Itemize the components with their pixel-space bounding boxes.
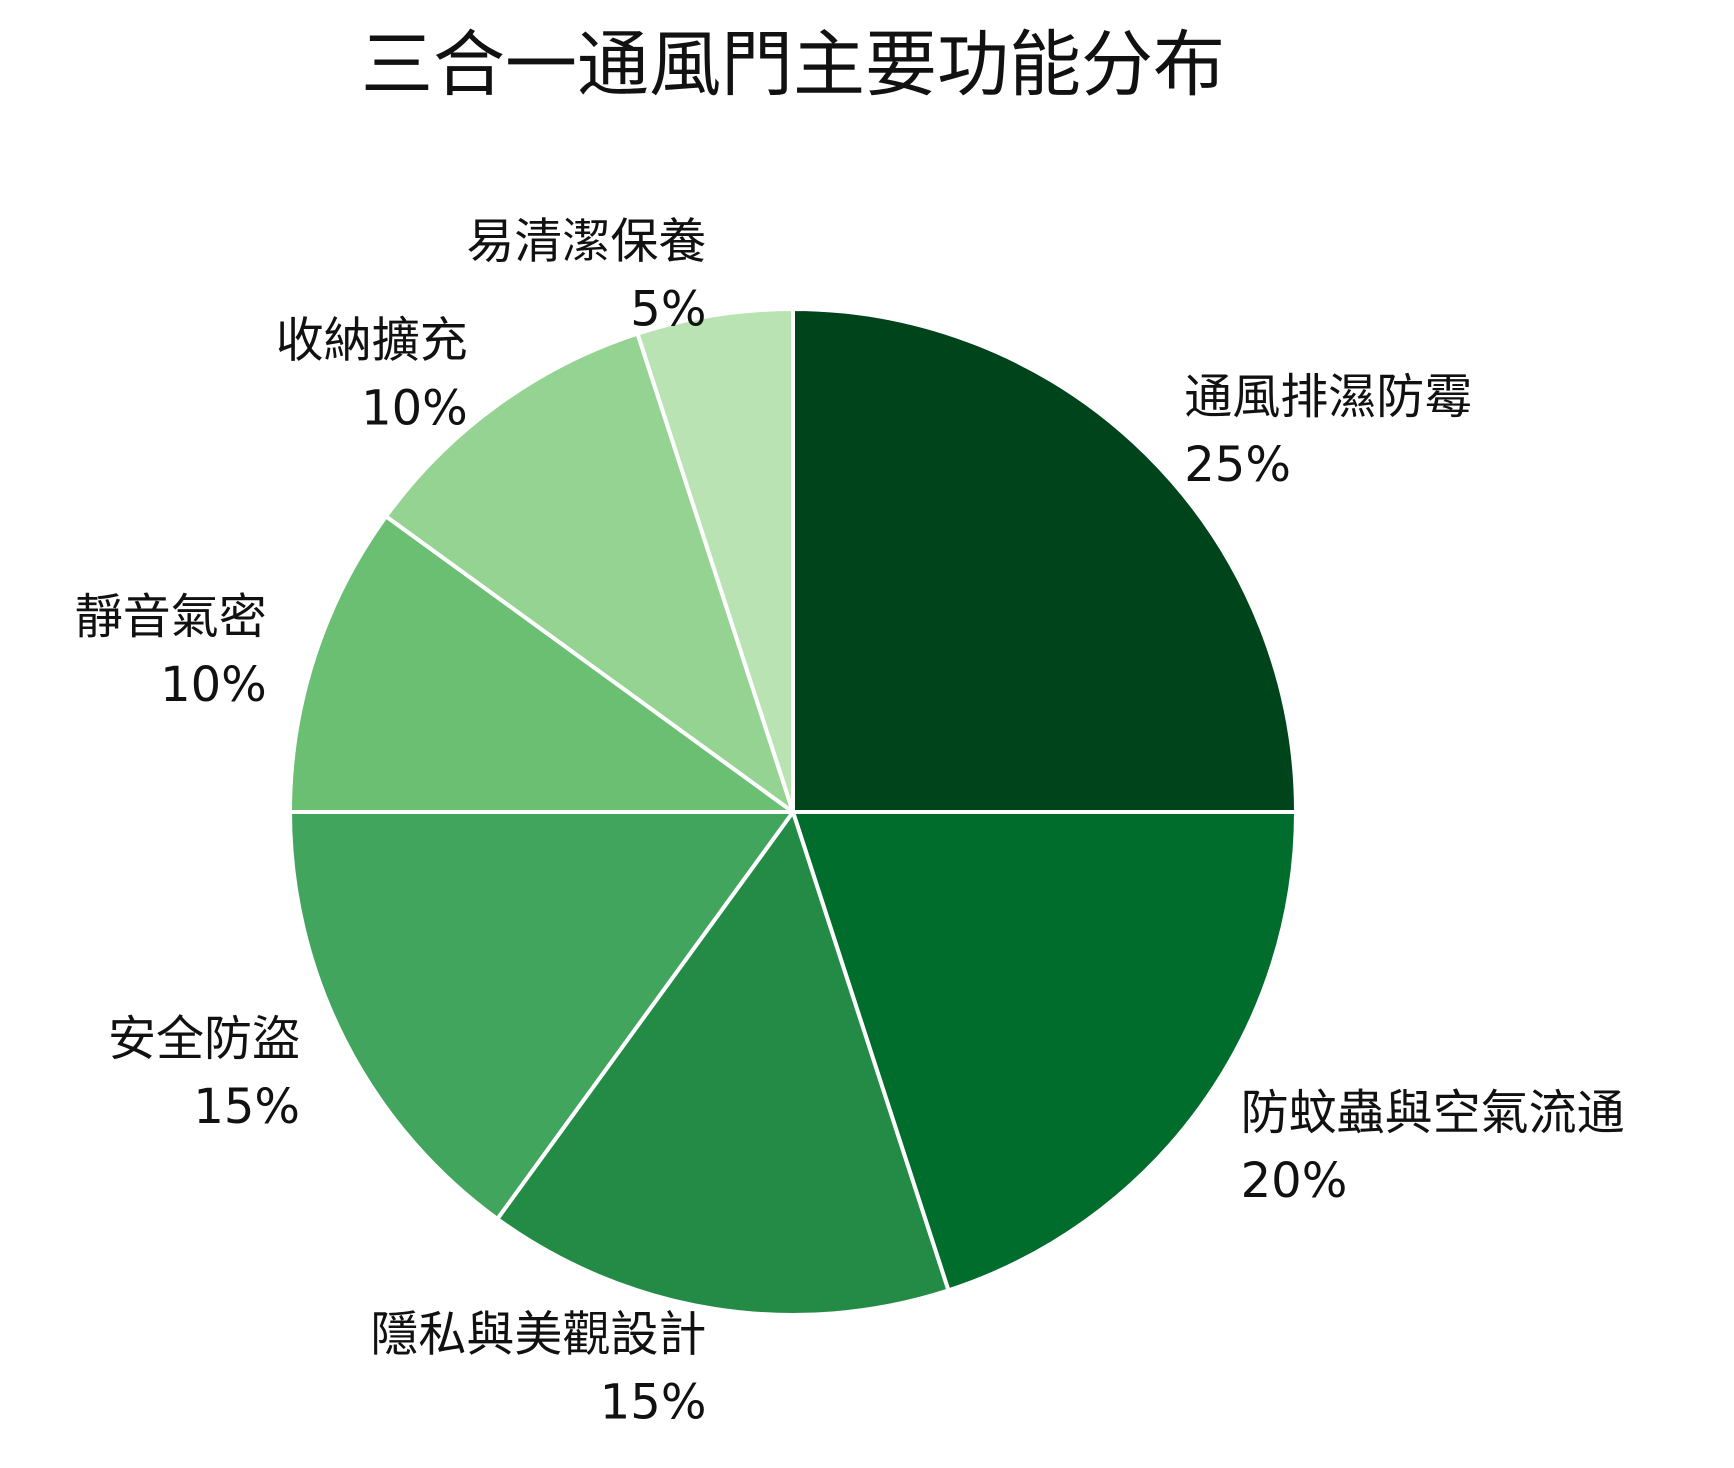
slice-label: 安全防盜 15% (108, 1011, 300, 1135)
slice-percent: 15% (193, 1079, 300, 1135)
slice-percent: 25% (1184, 437, 1291, 493)
pie-slice (384, 331, 795, 814)
pie-slice (288, 514, 795, 814)
slice-label: 通風排濕防霉 25% (1184, 369, 1472, 493)
slice-percent: 20% (1241, 1153, 1348, 1209)
slice-name: 通風排濕防霉 (1184, 369, 1472, 425)
slice-percent: 15% (600, 1374, 707, 1430)
slice-percent: 5% (630, 282, 706, 338)
pie-slice (791, 810, 1298, 1293)
slice-label: 易清潔保養 5% (466, 214, 706, 338)
slice-label: 靜音氣密 10% (75, 589, 267, 713)
chart-title: 三合一通風門主要功能分布 (361, 23, 1225, 107)
pie-slice (791, 307, 1298, 814)
slice-name: 靜音氣密 (75, 589, 267, 645)
slice-label: 收納擴充 10% (276, 312, 468, 436)
slice-percent: 10% (160, 657, 267, 713)
slice-name: 防蚊蟲與空氣流通 (1241, 1085, 1625, 1141)
pie-slice (635, 307, 795, 814)
slice-name: 安全防盜 (108, 1011, 300, 1067)
slice-percent: 10% (361, 380, 468, 436)
slice-label: 防蚊蟲與空氣流通 20% (1241, 1085, 1625, 1209)
slice-name: 收納擴充 (276, 312, 468, 368)
slice-label: 隱私與美觀設計 15% (370, 1306, 706, 1430)
pie-slice (495, 810, 951, 1317)
pie-slice (288, 810, 795, 1221)
slice-name: 易清潔保養 (466, 214, 706, 270)
slice-name: 隱私與美觀設計 (370, 1306, 706, 1362)
